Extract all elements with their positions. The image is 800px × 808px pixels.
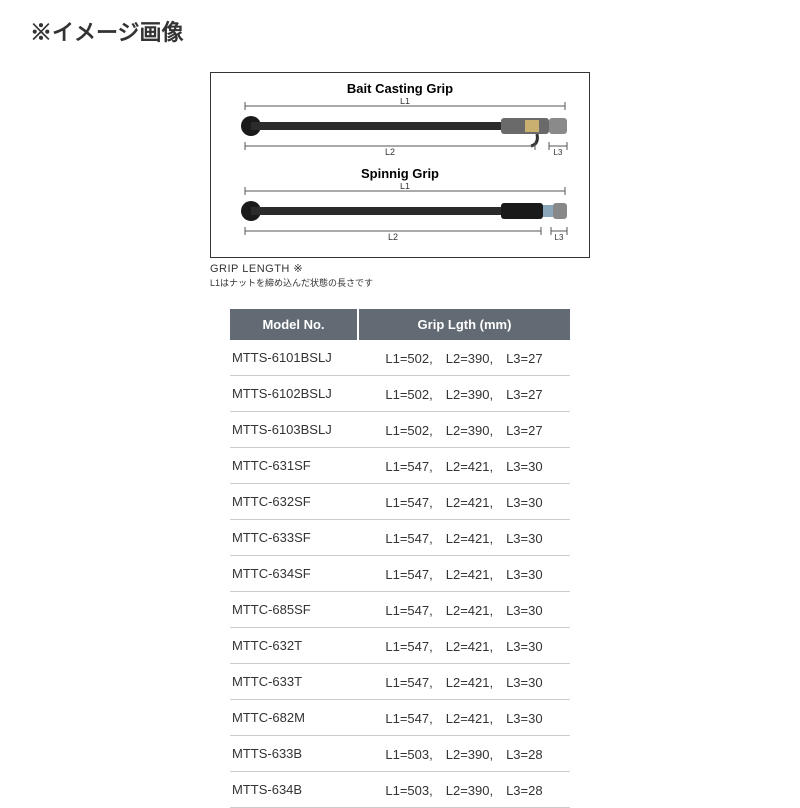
table-row: MTTC-632SFL1=547, L2=421, L3=30 xyxy=(230,484,570,520)
cell-model: MTTS-633B xyxy=(230,736,358,772)
cell-model: MTTC-631SF xyxy=(230,448,358,484)
table-row: MTTC-633SFL1=547, L2=421, L3=30 xyxy=(230,520,570,556)
l1-label: L1 xyxy=(400,98,410,106)
cell-model: MTTC-633T xyxy=(230,664,358,700)
cell-model: MTTC-633SF xyxy=(230,520,358,556)
th-grip: Grip Lgth (mm) xyxy=(358,309,570,340)
table-row: MTTS-634BL1=503, L2=390, L3=28 xyxy=(230,772,570,808)
cell-model: MTTS-6102BSLJ xyxy=(230,376,358,412)
l2-label-spin: L2 xyxy=(388,232,398,242)
l3-label-spin: L3 xyxy=(555,233,564,242)
diagram-box: Bait Casting Grip L1 L2 xyxy=(210,72,590,258)
cell-model: MTTC-685SF xyxy=(230,592,358,628)
cell-grip: L1=547, L2=421, L3=30 xyxy=(358,592,570,628)
l2-label: L2 xyxy=(385,147,395,157)
table-row: MTTC-632TL1=547, L2=421, L3=30 xyxy=(230,628,570,664)
bait-casting-diagram: L1 L2 L3 xyxy=(225,98,575,160)
cell-grip: L1=547, L2=421, L3=30 xyxy=(358,664,570,700)
grip-length-subnote: L1はナットを締め込んだ状態の長さです xyxy=(210,276,590,289)
table-row: MTTS-6102BSLJL1=502, L2=390, L3=27 xyxy=(230,376,570,412)
bait-casting-section: Bait Casting Grip L1 L2 xyxy=(221,81,579,160)
diagram-block: Bait Casting Grip L1 L2 xyxy=(210,72,590,289)
cell-model: MTTC-634SF xyxy=(230,556,358,592)
cell-model: MTTS-6101BSLJ xyxy=(230,340,358,376)
cell-grip: L1=547, L2=421, L3=30 xyxy=(358,448,570,484)
table-row: MTTC-633TL1=547, L2=421, L3=30 xyxy=(230,664,570,700)
table-row: MTTC-685SFL1=547, L2=421, L3=30 xyxy=(230,592,570,628)
spinning-section: Spinnig Grip L1 L2 xyxy=(221,166,579,245)
table-row: MTTS-6101BSLJL1=502, L2=390, L3=27 xyxy=(230,340,570,376)
spec-table: Model No. Grip Lgth (mm) MTTS-6101BSLJL1… xyxy=(230,309,570,808)
cell-grip: L1=503, L2=390, L3=28 xyxy=(358,772,570,808)
l3-label: L3 xyxy=(554,148,563,157)
cell-grip: L1=547, L2=421, L3=30 xyxy=(358,520,570,556)
cell-grip: L1=547, L2=421, L3=30 xyxy=(358,484,570,520)
cell-grip: L1=502, L2=390, L3=27 xyxy=(358,340,570,376)
l1-label-spin: L1 xyxy=(400,183,410,191)
table-row: MTTS-633BL1=503, L2=390, L3=28 xyxy=(230,736,570,772)
cell-grip: L1=502, L2=390, L3=27 xyxy=(358,412,570,448)
cell-grip: L1=547, L2=421, L3=30 xyxy=(358,700,570,736)
table-row: MTTS-6103BSLJL1=502, L2=390, L3=27 xyxy=(230,412,570,448)
table-row: MTTC-631SFL1=547, L2=421, L3=30 xyxy=(230,448,570,484)
cell-model: MTTC-632T xyxy=(230,628,358,664)
cell-model: MTTS-6103BSLJ xyxy=(230,412,358,448)
cell-model: MTTC-632SF xyxy=(230,484,358,520)
table-row: MTTC-634SFL1=547, L2=421, L3=30 xyxy=(230,556,570,592)
cell-model: MTTS-634B xyxy=(230,772,358,808)
spinning-title: Spinnig Grip xyxy=(221,166,579,181)
bait-casting-title: Bait Casting Grip xyxy=(221,81,579,96)
cell-grip: L1=547, L2=421, L3=30 xyxy=(358,556,570,592)
table-row: MTTC-682ML1=547, L2=421, L3=30 xyxy=(230,700,570,736)
cell-grip: L1=547, L2=421, L3=30 xyxy=(358,628,570,664)
cell-grip: L1=503, L2=390, L3=28 xyxy=(358,736,570,772)
spinning-diagram: L1 L2 L3 xyxy=(225,183,575,245)
cell-grip: L1=502, L2=390, L3=27 xyxy=(358,376,570,412)
th-model: Model No. xyxy=(230,309,358,340)
grip-length-note: GRIP LENGTH ※ xyxy=(210,262,590,275)
cell-model: MTTC-682M xyxy=(230,700,358,736)
table-header-row: Model No. Grip Lgth (mm) xyxy=(230,309,570,340)
page-heading: ※イメージ画像 xyxy=(30,15,770,47)
